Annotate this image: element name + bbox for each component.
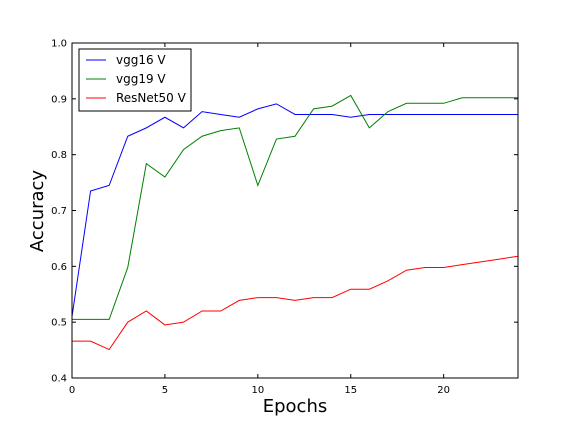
x-tick-label: 0 — [69, 385, 75, 396]
legend: vgg16 V vgg19 V ResNet50 V — [78, 48, 192, 112]
series-line-1 — [72, 94, 518, 320]
ticks-layer: 0 5 10 15 20 0.4 0.5 0.6 0.7 0.8 0.9 1.0 — [51, 39, 518, 396]
y-axis-label: Accuracy — [27, 170, 48, 253]
y-tick-label: 1.0 — [51, 39, 67, 50]
x-tick-label: 5 — [162, 385, 168, 396]
y-tick-label: 0.4 — [51, 374, 67, 385]
legend-label-1: vgg19 V — [116, 72, 166, 86]
legend-label-2: ResNet50 V — [116, 91, 187, 105]
y-tick-label: 0.7 — [51, 206, 67, 217]
x-tick-label: 15 — [344, 385, 357, 396]
y-tick-label: 0.8 — [51, 150, 67, 161]
y-tick-label: 0.9 — [51, 94, 67, 105]
x-axis-label: Epochs — [263, 396, 328, 417]
y-tick-label: 0.5 — [51, 318, 67, 329]
x-tick-label: 10 — [251, 385, 264, 396]
x-tick-label: 20 — [437, 385, 450, 396]
plot-frame — [71, 42, 519, 379]
legend-box — [78, 48, 192, 112]
series-layer — [71, 94, 519, 351]
y-tick-label: 0.6 — [51, 262, 67, 273]
series-line-2 — [72, 255, 519, 351]
series-line-0 — [71, 103, 518, 317]
legend-label-0: vgg16 V — [116, 53, 166, 67]
